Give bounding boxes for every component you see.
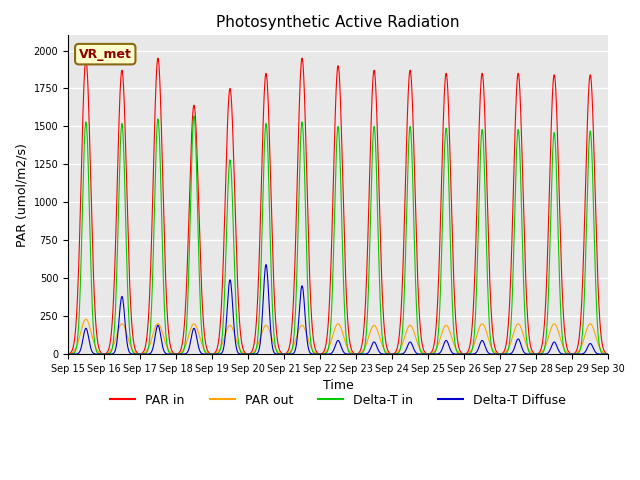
Legend: PAR in, PAR out, Delta-T in, Delta-T Diffuse: PAR in, PAR out, Delta-T in, Delta-T Dif… bbox=[105, 389, 571, 412]
PAR out bbox=[557, 337, 564, 343]
PAR out bbox=[495, 351, 503, 357]
Delta-T Diffuse bbox=[557, 350, 564, 356]
PAR in bbox=[172, 351, 180, 357]
PAR in bbox=[557, 250, 564, 256]
Text: VR_met: VR_met bbox=[79, 48, 132, 60]
PAR in bbox=[154, 55, 162, 61]
Delta-T in bbox=[354, 351, 362, 357]
PAR in bbox=[604, 351, 612, 357]
Delta-T in bbox=[495, 351, 503, 357]
PAR in bbox=[64, 351, 72, 357]
Delta-T in bbox=[604, 351, 612, 357]
PAR out bbox=[82, 316, 90, 322]
Delta-T Diffuse bbox=[572, 351, 580, 357]
Delta-T in bbox=[190, 113, 198, 119]
Delta-T Diffuse bbox=[495, 351, 503, 357]
Delta-T in bbox=[215, 349, 223, 355]
Delta-T Diffuse bbox=[262, 262, 269, 267]
PAR out bbox=[572, 350, 580, 356]
Title: Photosynthetic Active Radiation: Photosynthetic Active Radiation bbox=[216, 15, 460, 30]
Delta-T in bbox=[572, 351, 580, 357]
Line: PAR in: PAR in bbox=[68, 58, 608, 354]
PAR out bbox=[64, 351, 72, 357]
Delta-T Diffuse bbox=[64, 351, 72, 357]
Delta-T Diffuse bbox=[604, 351, 612, 357]
Line: Delta-T Diffuse: Delta-T Diffuse bbox=[68, 264, 608, 354]
X-axis label: Time: Time bbox=[323, 379, 353, 393]
PAR in bbox=[366, 169, 374, 175]
PAR out bbox=[215, 348, 223, 353]
Y-axis label: PAR (umol/m2/s): PAR (umol/m2/s) bbox=[15, 143, 28, 247]
PAR in bbox=[572, 349, 580, 355]
PAR in bbox=[354, 350, 362, 356]
Delta-T Diffuse bbox=[354, 351, 362, 357]
Delta-T Diffuse bbox=[215, 351, 223, 357]
Line: PAR out: PAR out bbox=[68, 319, 608, 354]
PAR out bbox=[208, 351, 216, 357]
Delta-T in bbox=[557, 312, 564, 317]
Delta-T in bbox=[208, 351, 216, 357]
Line: Delta-T in: Delta-T in bbox=[68, 116, 608, 354]
Delta-T Diffuse bbox=[365, 348, 373, 354]
PAR in bbox=[215, 334, 223, 340]
Delta-T in bbox=[366, 243, 374, 249]
Delta-T Diffuse bbox=[568, 351, 576, 357]
PAR in bbox=[495, 351, 503, 357]
Delta-T in bbox=[64, 351, 72, 357]
PAR out bbox=[604, 351, 612, 357]
PAR out bbox=[366, 331, 374, 336]
PAR out bbox=[354, 351, 362, 357]
